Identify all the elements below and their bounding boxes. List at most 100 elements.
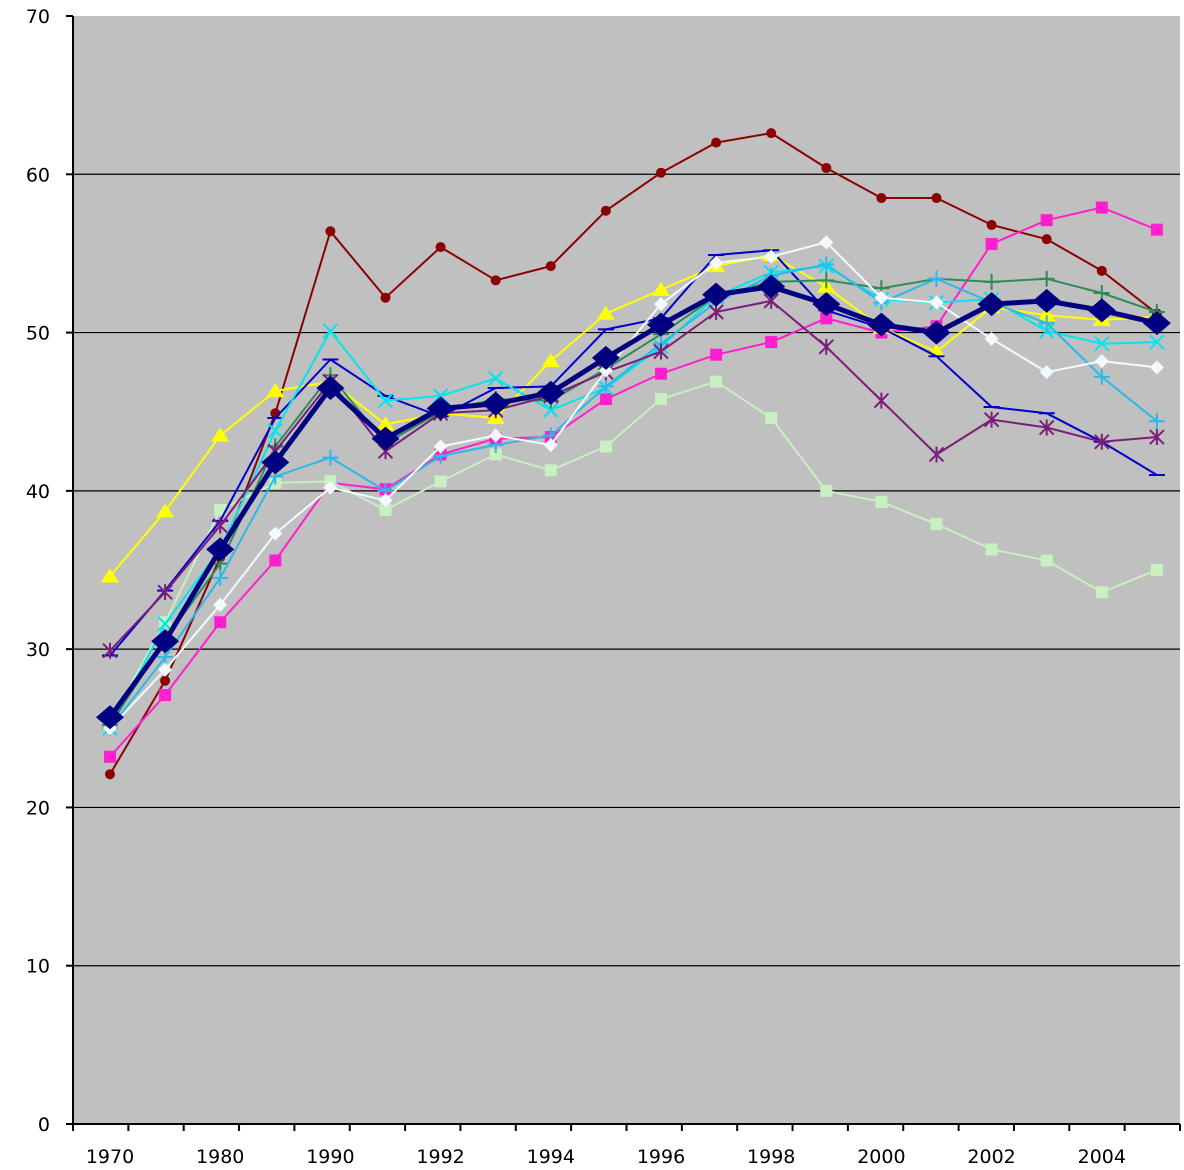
y-tick-label: 40 [26,481,50,503]
data-point [928,270,945,287]
data-point [376,416,395,431]
data-point [655,393,667,406]
data-point [268,526,283,541]
data-point [214,503,227,516]
data-point [543,402,559,418]
data-point [1040,554,1053,567]
x-tick-label: 1990 [306,1146,354,1168]
data-point [371,426,400,451]
x-tick-label: 2004 [1078,1146,1126,1168]
data-point [708,303,724,320]
data-point [702,282,731,307]
data-point [377,392,394,409]
data-point [1142,311,1171,336]
data-point [261,450,290,475]
data-point [481,391,510,416]
data-point [821,162,832,173]
data-point [157,616,173,632]
data-point [599,393,612,406]
data-point [654,297,668,312]
data-point [874,290,889,305]
data-point [212,569,229,586]
series-line [109,132,1158,775]
data-point [488,428,503,443]
data-point [214,616,227,629]
data-point [1038,419,1055,436]
series-line [107,284,1158,719]
data-point [158,662,173,677]
data-point [1038,315,1055,332]
y-tick-label: 0 [38,1114,50,1136]
data-point [812,292,841,317]
y-tick-label: 70 [26,6,50,28]
data-point [867,312,896,337]
x-tick-label: 1992 [416,1146,464,1168]
data-point [711,137,722,148]
x-tick-label: 1980 [196,1146,244,1168]
y-tick-label: 30 [26,639,50,661]
x-tick-label: 1996 [637,1146,685,1168]
data-point [433,439,448,454]
series-layer [96,128,1171,780]
data-point [985,237,998,250]
y-tick-labels: 0 10 20 30 40 50 60 70 [26,6,50,1136]
data-point [1149,429,1165,446]
data-point [930,518,943,531]
data-point [212,517,228,534]
data-point [157,584,173,601]
data-point [709,255,724,270]
series-line [109,241,1158,729]
data-point [434,475,447,488]
data-point [1040,214,1053,227]
data-point [206,537,235,562]
data-point [211,427,230,442]
data-point [426,396,455,421]
data-point [983,411,1000,428]
series-line [109,277,1158,726]
data-point [104,750,116,763]
data-point [818,256,835,273]
series-2 [104,201,1163,763]
series-11 [96,274,1171,730]
data-point [765,336,778,349]
data-point [1087,298,1116,323]
data-point [487,370,504,387]
series-line [109,299,1157,652]
data-point [764,249,779,264]
data-point [873,392,890,409]
data-point [710,375,723,388]
data-point [543,437,558,452]
data-point [1037,307,1056,322]
data-point [490,275,501,286]
axes [66,15,1181,1131]
data-point [435,242,446,253]
y-tick-label: 60 [26,164,50,186]
data-point [655,367,667,380]
data-point [875,495,888,508]
data-point [647,312,675,337]
data-point [380,292,391,303]
data-point [977,292,1006,317]
data-point [379,503,392,516]
data-point [818,272,835,289]
x-tick-label: 2000 [857,1146,905,1168]
data-point [597,378,614,395]
data-point [96,705,124,730]
data-point [757,274,786,299]
x-tick-label: 1998 [747,1146,795,1168]
data-point [1149,334,1165,350]
data-point [160,675,171,686]
data-point [159,689,172,702]
y-tick-label: 10 [26,956,50,978]
x-tick-label: 1994 [527,1146,575,1168]
data-point [213,597,228,612]
series-line [109,263,1158,729]
data-point [931,193,942,204]
data-point [820,484,833,497]
data-point [1038,270,1055,287]
data-point [1093,368,1110,385]
data-point [819,235,834,250]
data-point [599,440,612,453]
series-line [109,254,1157,577]
